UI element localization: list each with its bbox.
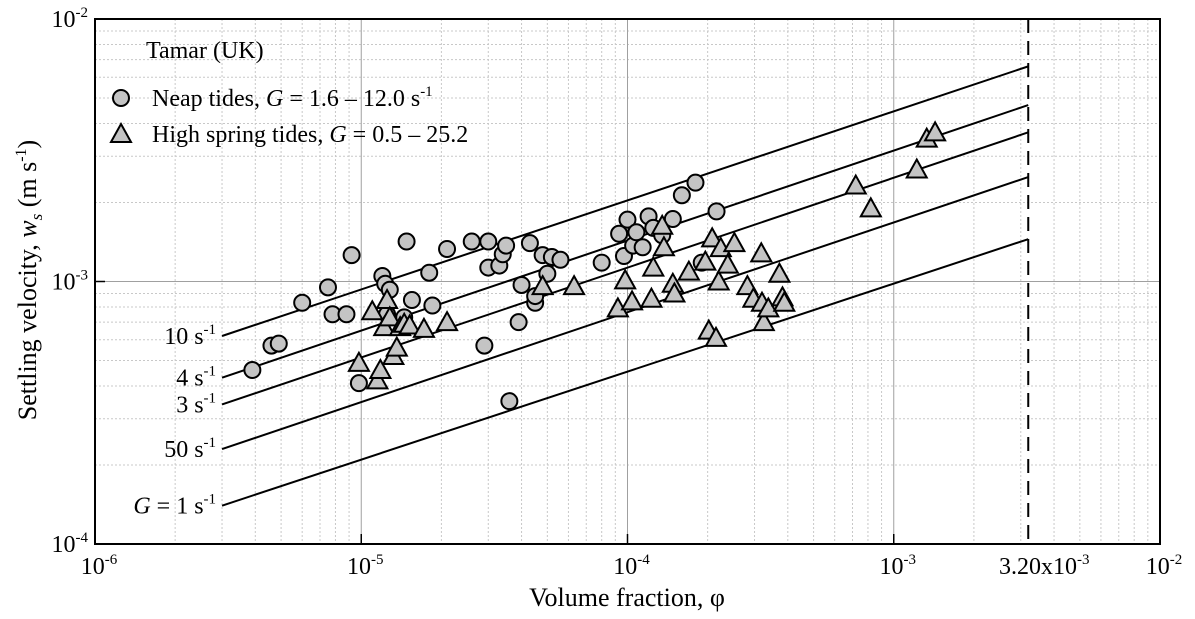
x-tick-label: 10-4 (613, 552, 650, 580)
data-point-triangle (435, 310, 459, 332)
data-point-triangle (650, 213, 674, 235)
data-point-circle (610, 224, 629, 243)
axis-ticks: 10-6 10-5 10-4 10-3 10-2 10-4 10-3 10-2 3.20x10-… (52, 5, 1183, 580)
data-point-triangle (749, 241, 773, 263)
data-point-circle (438, 239, 457, 258)
reference-line (221, 104, 1029, 379)
reference-line-label: 10 s-1 (164, 322, 216, 350)
data-point-circle (551, 250, 570, 269)
legend-entry-spring: High spring tides, G = 0.5 – 25.2 (152, 122, 468, 148)
data-point-circle (243, 361, 262, 380)
data-point-circle (397, 232, 416, 251)
reference-line (221, 238, 1029, 507)
data-point-triangle (704, 325, 728, 347)
limit-line-label: 3.20x10-3 (999, 552, 1090, 580)
data-point-triangle (706, 269, 731, 291)
data-point-circle (318, 278, 337, 297)
x-tick-label: 10-5 (347, 552, 384, 580)
data-point-triangle (620, 289, 644, 311)
data-point-triangle (378, 305, 402, 327)
y-tick-label: 10-2 (52, 5, 89, 33)
data-point-circle (342, 246, 361, 265)
data-point-circle (479, 232, 498, 251)
data-point-triangle (562, 274, 586, 296)
data-point-triangle (365, 368, 390, 390)
data-point-circle (618, 210, 637, 229)
data-point-triangle (375, 287, 399, 310)
data-point-circle (633, 238, 652, 257)
data-point-circle (672, 186, 691, 205)
x-tick-label: 10-3 (880, 552, 917, 580)
data-point-circle (686, 173, 705, 192)
data-point-triangle (385, 335, 409, 357)
data-point-circle (293, 293, 312, 312)
data-point-triangle (613, 268, 637, 290)
data-point-circle (500, 392, 519, 411)
data-point-triangle (923, 120, 947, 142)
data-point-circle (402, 291, 421, 310)
data-point-triangle (859, 196, 883, 218)
data-point-circle (475, 336, 494, 355)
reference-line-label: G = 1 s-1 (133, 492, 216, 520)
data-point-triangle (700, 226, 724, 248)
data-point-circle (707, 202, 726, 221)
data-point-triangle (722, 231, 747, 253)
data-point-circle (512, 275, 531, 294)
data-point-circle (592, 253, 611, 272)
y-axis-title: Settling velocity, ws (m s-1) (13, 140, 46, 420)
data-point-circle (509, 313, 528, 332)
data-point-triangle (844, 173, 868, 195)
data-point-triangle (639, 286, 664, 308)
reference-line-label: 4 s-1 (176, 364, 216, 392)
reference-line-label: 50 s-1 (164, 435, 216, 463)
x-axis-title: Volume fraction, φ (529, 583, 725, 612)
data-point-triangle (752, 310, 776, 332)
y-tick-label: 10-4 (52, 530, 89, 558)
data-point-triangle (368, 357, 393, 380)
data-point-triangle (756, 296, 781, 318)
data-point-triangle (693, 249, 718, 271)
legend-marker-triangle (109, 121, 133, 143)
data-point-triangle (652, 235, 676, 257)
data-point-circle (423, 296, 442, 315)
y-tick-label: 10-3 (52, 268, 89, 296)
chart-title: Tamar (UK) (146, 38, 264, 64)
data-points (243, 120, 947, 411)
data-point-triangle (530, 274, 555, 296)
legend-marker-circle (112, 89, 130, 107)
data-point-circle (349, 374, 368, 393)
x-tick-label: 10-2 (1146, 552, 1183, 580)
data-point-triangle (641, 255, 666, 277)
data-point-triangle (905, 157, 929, 179)
data-point-triangle (772, 290, 796, 312)
data-point-circle (420, 263, 439, 282)
data-point-circle (627, 223, 646, 242)
data-point-triangle (716, 252, 740, 274)
data-point-circle (462, 232, 481, 251)
data-point-triangle (677, 259, 701, 281)
reference-line (221, 65, 1029, 337)
data-point-circle (520, 234, 539, 253)
data-point-triangle (397, 313, 422, 335)
x-tick-label: 10-6 (81, 552, 118, 580)
data-point-circle (337, 305, 356, 324)
data-point-triangle (662, 281, 687, 303)
data-point-circle (497, 236, 516, 255)
reference-line-label: 3 s-1 (176, 390, 216, 418)
legend-entry-neap: Neap tides, G = 1.6 – 12.0 s-1 (152, 84, 433, 112)
data-point-triangle (347, 350, 371, 372)
legend: Tamar (UK) Neap tides, G = 1.6 – 12.0 s-… (109, 38, 468, 148)
reference-lines: 10 s-1 4 s-13 s-1 50 s-1 G = 1 s-1 (133, 19, 1030, 544)
data-point-triangle (412, 316, 436, 338)
data-point-triangle (767, 261, 792, 283)
data-point-triangle (360, 299, 384, 321)
data-point-circle (269, 334, 288, 353)
